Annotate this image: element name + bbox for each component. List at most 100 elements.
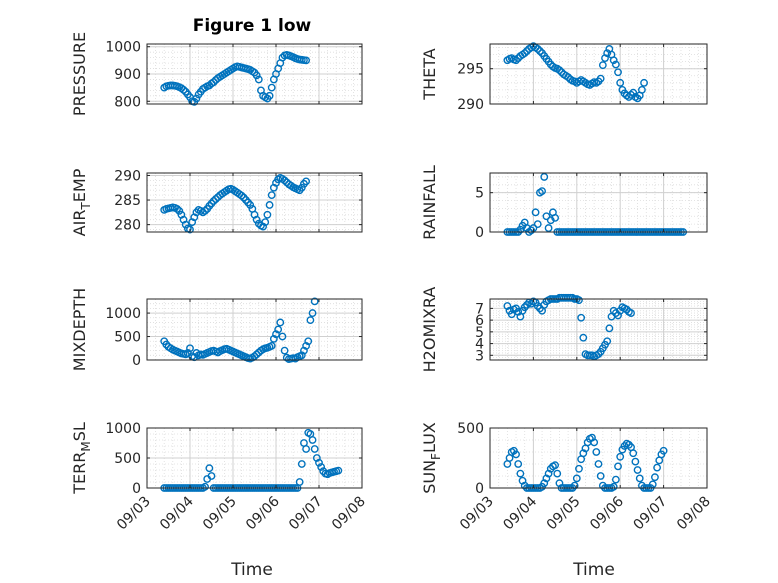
data-point xyxy=(192,94,201,103)
data-point xyxy=(611,60,620,69)
data-point xyxy=(596,472,605,480)
y-axis-label: SUNFLUX xyxy=(420,422,443,494)
data-point xyxy=(205,464,214,473)
y-tick-label: 285 xyxy=(114,193,141,209)
data-point xyxy=(551,461,559,470)
data-point xyxy=(594,460,603,468)
y-tick-label: 500 xyxy=(114,330,141,346)
data-point xyxy=(209,78,218,87)
y-tick-label: 500 xyxy=(114,451,141,467)
data-point xyxy=(542,212,551,221)
data-point xyxy=(252,215,261,224)
data-point xyxy=(186,225,194,234)
data-point xyxy=(304,337,313,346)
y-axis-label: TERRMSL xyxy=(70,422,93,495)
data-point xyxy=(520,303,529,312)
data-point xyxy=(267,191,276,200)
data-point xyxy=(280,176,289,185)
data-point xyxy=(512,56,520,65)
data-point xyxy=(306,316,315,325)
data-point xyxy=(520,49,529,58)
data-point xyxy=(653,463,661,472)
data-point xyxy=(308,436,317,444)
data-point xyxy=(186,344,194,353)
y-tick-label: 7 xyxy=(475,301,484,317)
data-point xyxy=(237,191,246,200)
data-point xyxy=(627,309,635,317)
data-point xyxy=(594,350,603,359)
y-tick-label: 5 xyxy=(475,325,484,341)
data-point xyxy=(527,226,536,235)
data-point xyxy=(252,350,261,359)
data-point xyxy=(269,334,278,343)
data-point xyxy=(605,324,614,333)
data-point xyxy=(201,482,209,491)
data-point xyxy=(570,481,579,490)
subplot-theta: 290 295 THETA xyxy=(420,42,708,113)
y-axis-label: H2OMIXRA xyxy=(420,287,439,373)
data-point xyxy=(276,318,285,327)
data-point xyxy=(274,325,283,334)
data-point xyxy=(527,299,536,308)
data-point xyxy=(575,464,583,473)
data-point xyxy=(614,68,622,77)
y-axis-label: PRESSURE xyxy=(70,32,89,116)
axes-box xyxy=(146,172,363,233)
axes-box xyxy=(489,298,708,361)
data-point xyxy=(533,45,542,53)
data-point xyxy=(598,61,607,70)
data-point xyxy=(603,49,612,58)
data-point xyxy=(579,333,588,342)
data-point xyxy=(627,90,635,99)
data-point xyxy=(590,438,599,447)
data-point xyxy=(544,224,553,232)
data-point xyxy=(611,475,620,484)
data-point xyxy=(265,201,274,209)
y-tick-label: 290 xyxy=(457,97,484,113)
y-tick-label: 290 xyxy=(114,168,141,184)
y-tick-label: 0 xyxy=(475,225,484,241)
data-point xyxy=(540,173,549,181)
data-point xyxy=(575,296,583,305)
data-point xyxy=(614,462,622,471)
data-point xyxy=(179,85,188,94)
data-point xyxy=(302,445,310,453)
axes-box xyxy=(489,43,708,105)
data-point xyxy=(516,469,525,478)
data-point xyxy=(551,213,559,222)
data-point xyxy=(522,300,531,309)
data-point xyxy=(250,352,259,361)
data-point xyxy=(572,474,581,483)
data-point xyxy=(310,297,319,306)
data-point xyxy=(633,466,642,474)
y-tick-label: 800 xyxy=(114,94,141,110)
data-point xyxy=(577,313,586,322)
data-point xyxy=(308,309,317,317)
y-axis-label: MIXDEPTH xyxy=(70,288,89,371)
data-point xyxy=(553,469,562,478)
data-point xyxy=(295,478,304,486)
axes-box xyxy=(489,172,708,233)
subplot-air-temp: 280 285 290 AIRTEMP xyxy=(70,168,363,236)
y-axis-label: RAINFALL xyxy=(420,165,439,240)
data-point xyxy=(209,197,218,205)
figure-title: Figure 1 low xyxy=(193,16,312,36)
y-axis-label: AIRTEMP xyxy=(70,168,93,236)
data-point xyxy=(181,220,190,229)
data-point xyxy=(640,78,648,87)
y-tick-label: 900 xyxy=(114,67,141,83)
data-point xyxy=(512,450,520,459)
data-point xyxy=(514,460,523,468)
subplot-mixdepth: 0 500 1000 MIXDEPTH xyxy=(70,288,363,371)
data-point xyxy=(609,56,618,65)
data-point xyxy=(616,78,625,87)
y-tick-label: 1000 xyxy=(105,421,141,437)
data-point xyxy=(265,91,274,100)
y-tick-label: 5 xyxy=(475,186,484,202)
y-axis-label: THETA xyxy=(420,48,439,100)
data-point xyxy=(300,346,308,355)
plot-area xyxy=(147,173,362,232)
plot-area xyxy=(490,173,707,232)
subplot-pressure: 800 900 1000 PRESSURE xyxy=(70,32,363,116)
